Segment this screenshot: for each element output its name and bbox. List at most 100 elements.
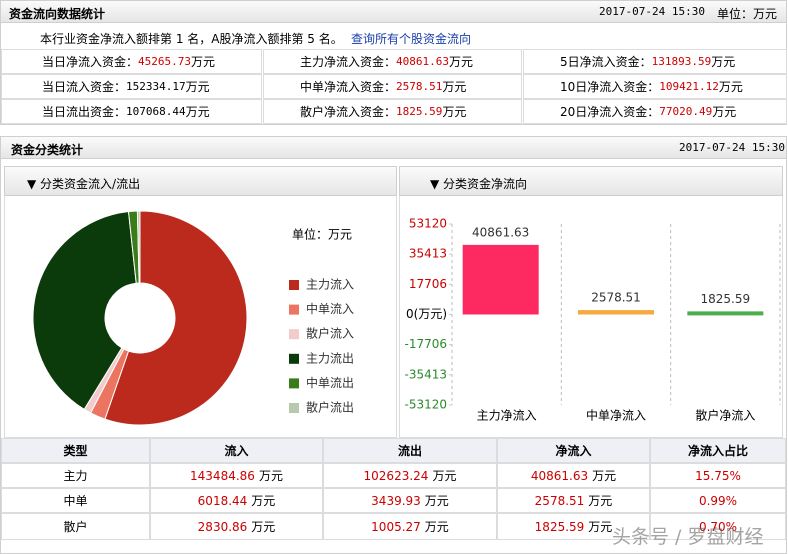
unit: 单位：万元 bbox=[717, 7, 778, 21]
bar bbox=[462, 244, 539, 315]
stat-label: 当日流出资金： bbox=[42, 105, 127, 119]
y-tick-label: -35413 bbox=[404, 367, 447, 381]
cell-text: 40861.63 bbox=[530, 468, 589, 483]
table-cell: 散户 bbox=[1, 513, 150, 540]
data-label: 40861.63 bbox=[472, 225, 529, 239]
cell-text: 2830.86 bbox=[197, 519, 248, 534]
stat-value: 107068.44 bbox=[126, 105, 186, 118]
y-tick-label: 0(万元) bbox=[406, 307, 447, 321]
cell-unit: 万元 bbox=[258, 469, 283, 483]
table-header: 流出 bbox=[323, 438, 497, 463]
watermark: 头条号 / 罗盘财经 bbox=[612, 526, 764, 548]
cell-unit: 万元 bbox=[424, 520, 449, 534]
cell-unit: 万元 bbox=[588, 520, 613, 534]
bar bbox=[687, 311, 764, 316]
stat-unit: 万元 bbox=[442, 105, 467, 119]
panel-title: 资金分类统计 bbox=[11, 143, 84, 157]
legend-swatch bbox=[289, 403, 299, 413]
column-title: 净流入占比 bbox=[687, 444, 748, 458]
legend-swatch bbox=[289, 353, 299, 364]
stat-value: 109421.12 bbox=[659, 80, 719, 93]
table-header: 流入 bbox=[150, 438, 323, 463]
y-tick-label: 53120 bbox=[409, 217, 447, 231]
data-label: 1825.59 bbox=[701, 292, 751, 306]
link[interactable]: 查询所有个股资金流向 bbox=[351, 32, 472, 46]
stat-value: 40861.63 bbox=[396, 55, 449, 68]
stat-cell: 5日净流入资金： 131893.59 万元 bbox=[523, 49, 787, 74]
legend-swatch bbox=[289, 280, 299, 290]
table-cell: 1005.27 万元 bbox=[323, 513, 497, 540]
stat-label: 当日净流入资金： bbox=[42, 55, 139, 69]
stat-cell: 20日净流入资金： 77020.49 万元 bbox=[523, 99, 787, 124]
table-cell: 2830.86 万元 bbox=[150, 513, 323, 540]
stat-label: 5日净流入资金： bbox=[560, 55, 652, 69]
x-tick-label: 主力净流入 bbox=[477, 409, 537, 423]
chart-title: ▼ 分类资金流入/流出 bbox=[27, 177, 141, 191]
cell-text: 0.70% bbox=[698, 519, 738, 534]
table-cell: 2578.51 万元 bbox=[497, 488, 650, 513]
cell-text: 143484.86 bbox=[190, 468, 255, 483]
stat-cell: 当日流出资金： 107068.44 万元 bbox=[1, 99, 262, 124]
subpanel-header: ▼ 分类资金净流向 bbox=[399, 166, 783, 196]
legend-label: 散户流出 bbox=[306, 400, 354, 415]
panel-title: 资金流向数据统计 bbox=[9, 7, 106, 21]
cell-text: 2578.51 bbox=[534, 493, 585, 508]
column-title: 流出 bbox=[397, 444, 422, 458]
y-tick-label: 35413 bbox=[409, 247, 447, 261]
cell-unit: 万元 bbox=[592, 469, 617, 483]
stat-unit: 万元 bbox=[185, 105, 210, 119]
unit-label: 单位：万元 bbox=[292, 227, 352, 242]
stat-value: 2578.51 bbox=[396, 80, 443, 93]
panel-header: 资金分类统计 2017-07-24 15:30 bbox=[0, 136, 787, 159]
y-tick-label: -17706 bbox=[404, 337, 447, 351]
stat-unit: 万元 bbox=[191, 55, 216, 69]
table-cell: 40861.63 万元 bbox=[497, 463, 650, 488]
legend-label: 主力流入 bbox=[306, 278, 354, 292]
subpanel-header: ▼ 分类资金流入/流出 bbox=[4, 166, 397, 196]
legend-swatch bbox=[289, 329, 299, 340]
cell-text: 0.99% bbox=[698, 493, 738, 508]
stat-unit: 万元 bbox=[711, 55, 736, 69]
stat-value: 152334.17 bbox=[126, 80, 186, 93]
cell-unit: 万元 bbox=[432, 469, 457, 483]
stat-unit: 万元 bbox=[718, 80, 743, 94]
y-tick-label: -53120 bbox=[404, 398, 447, 412]
table-cell: 1825.59 万元 bbox=[497, 513, 650, 540]
legend-swatch bbox=[289, 304, 299, 315]
stat-label: 当日流入资金： bbox=[42, 80, 127, 94]
cell-text: 1005.27 bbox=[371, 519, 421, 534]
stat-unit: 万元 bbox=[185, 80, 210, 94]
stat-label: 散户净流入资金： bbox=[300, 105, 397, 119]
stat-value: 131893.59 bbox=[651, 55, 712, 68]
cell-text: 6018.44 bbox=[197, 493, 248, 508]
stat-cell: 当日净流入资金： 45265.73 万元 bbox=[1, 49, 262, 74]
table-cell: 143484.86 万元 bbox=[150, 463, 323, 488]
table-header: 净流入占比 bbox=[650, 438, 786, 463]
cell-unit: 万元 bbox=[251, 494, 276, 508]
table-cell: 102623.24 万元 bbox=[323, 463, 497, 488]
cell-text: 1825.59 bbox=[534, 519, 585, 534]
cell-text: 散户 bbox=[63, 520, 88, 534]
date: 2017-07-24 15:30 bbox=[599, 5, 705, 18]
cell-text: 102623.24 bbox=[363, 468, 429, 483]
pie-slice bbox=[136, 210, 141, 284]
stat-unit: 万元 bbox=[712, 105, 737, 119]
table-header: 净流入 bbox=[497, 438, 650, 463]
pie-slice bbox=[32, 211, 137, 411]
legend-label: 中单流入 bbox=[306, 301, 354, 316]
table-cell: 6018.44 万元 bbox=[150, 488, 323, 513]
stat-cell: 散户净流入资金： 1825.59 万元 bbox=[263, 99, 522, 124]
rank-text: 本行业资金净流入额排第 1 名，A股净流入额排第 5 名。 bbox=[40, 32, 343, 46]
stat-unit: 万元 bbox=[449, 55, 474, 69]
x-tick-label: 散户净流入 bbox=[695, 408, 755, 423]
cell-unit: 万元 bbox=[251, 520, 276, 534]
cell-text: 中单 bbox=[63, 494, 88, 508]
data-label: 2578.51 bbox=[591, 291, 641, 305]
column-title: 净流入 bbox=[555, 444, 592, 458]
cell-text: 3439.93 bbox=[371, 493, 421, 508]
y-tick-label: 17706 bbox=[409, 277, 447, 291]
table-cell: 3439.93 万元 bbox=[323, 488, 497, 513]
table-cell: 主力 bbox=[1, 463, 150, 488]
